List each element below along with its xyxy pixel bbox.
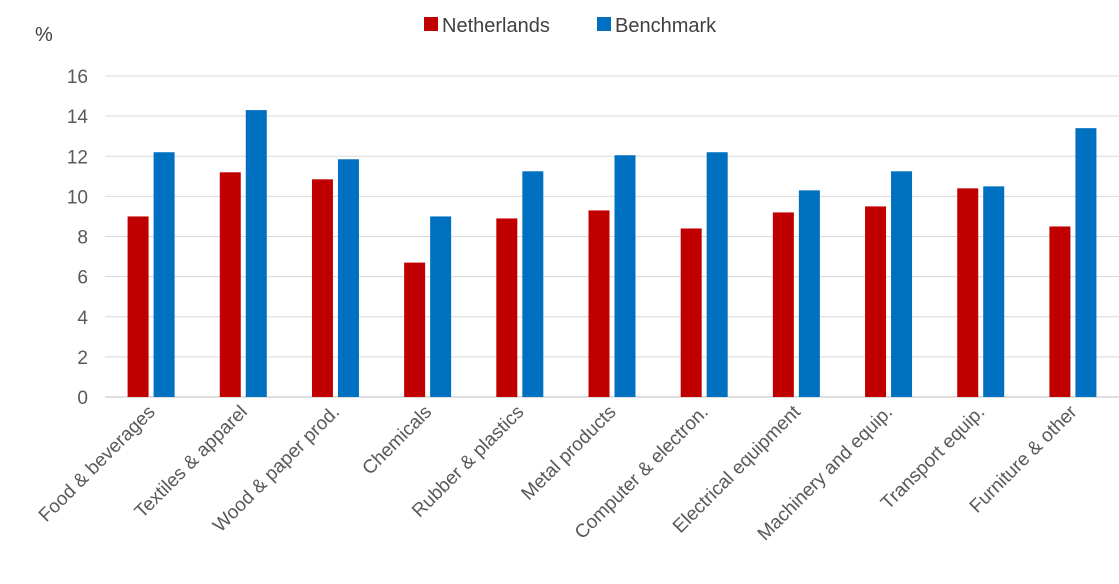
bar-benchmark-machinery-and-equip (891, 171, 913, 397)
legend-swatch-benchmark (597, 17, 611, 31)
bar-netherlands-rubber-plastics (496, 218, 518, 397)
y-tick-label: 14 (67, 107, 89, 128)
y-tick-label: 8 (77, 228, 88, 249)
bar-netherlands-wood-paper-prod (311, 179, 333, 397)
y-axis-unit-label: % (35, 24, 53, 46)
y-tick-label: 0 (77, 388, 88, 409)
bar-benchmark-electrical-equipment (798, 190, 820, 397)
bar-benchmark-chemicals (430, 216, 452, 397)
legend-label-benchmark: Benchmark (615, 15, 717, 37)
bar-netherlands-textiles-apparel (219, 172, 241, 397)
y-tick-label: 12 (67, 147, 88, 168)
bar-benchmark-rubber-plastics (522, 171, 544, 397)
bar-netherlands-machinery-and-equip (865, 206, 887, 397)
y-tick-label: 16 (67, 67, 88, 88)
bar-benchmark-textiles-apparel (245, 110, 267, 397)
legend-label-netherlands: Netherlands (442, 15, 550, 37)
bar-netherlands-electrical-equipment (772, 212, 794, 397)
y-tick-label: 2 (77, 348, 88, 369)
bar-benchmark-transport-equip (983, 186, 1005, 397)
bars (127, 110, 1097, 397)
x-category-label: Metal products (518, 402, 621, 505)
bar-netherlands-transport-equip (957, 188, 979, 397)
bar-netherlands-computer-electron (680, 228, 702, 397)
legend: Netherlands Benchmark (424, 15, 717, 37)
gridlines (105, 75, 1119, 398)
y-axis-ticks: 0 2 4 6 8 10 12 14 16 (67, 67, 89, 409)
bar-benchmark-wood-paper-prod (337, 159, 359, 397)
legend-swatch-netherlands (424, 17, 438, 31)
bar-benchmark-computer-electron (706, 152, 728, 397)
bar-netherlands-food-beverages (127, 216, 149, 397)
y-tick-label: 6 (77, 268, 88, 289)
bar-netherlands-chemicals (404, 262, 426, 397)
y-tick-label: 4 (77, 308, 88, 329)
x-category-label: Chemicals (359, 402, 437, 480)
bar-benchmark-food-beverages (153, 152, 175, 397)
y-tick-label: 10 (67, 187, 88, 208)
bar-benchmark-furniture-other (1075, 128, 1097, 397)
bar-netherlands-furniture-other (1049, 226, 1071, 397)
bar-benchmark-metal-products (614, 155, 636, 397)
bar-netherlands-metal-products (588, 210, 610, 397)
